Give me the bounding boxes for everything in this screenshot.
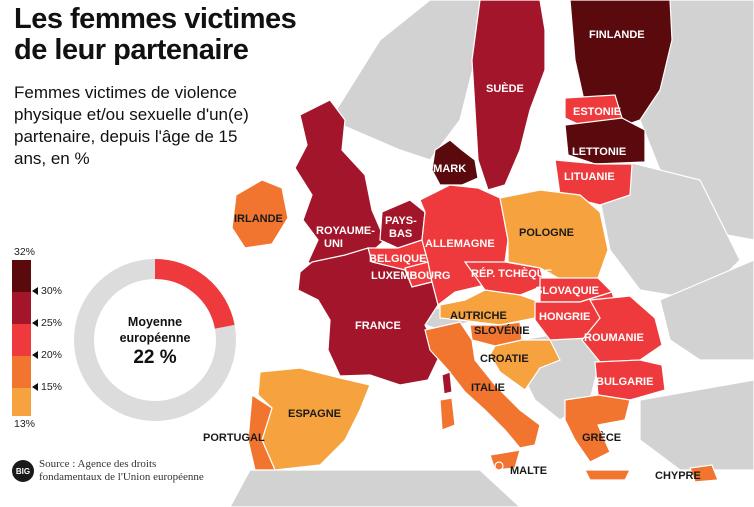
title-line-2: de leur partenaire	[14, 34, 249, 66]
label-grece: GRÈCE	[582, 431, 621, 444]
country-corse	[441, 371, 453, 395]
legend-class-13-15	[12, 388, 31, 416]
donut-fill-arc	[74, 259, 236, 421]
label-belgique: BELGIQUE	[369, 253, 426, 265]
country-croatie	[489, 339, 561, 391]
legend-class-20-25	[12, 324, 31, 356]
country-irlande	[231, 179, 289, 249]
label-roumanie: ROUMANIE	[584, 332, 644, 344]
legend-tick-30: 30%	[32, 285, 62, 297]
average-donut	[74, 259, 236, 421]
label-malte: MALTE	[510, 465, 547, 477]
country-italie	[424, 321, 541, 449]
country-lettonie	[564, 117, 646, 165]
label-pays-bas-1: PAYS-	[385, 215, 417, 227]
label-slovenie: SLOVÉNIE	[474, 324, 530, 337]
label-pays-bas-2: BAS	[389, 228, 412, 240]
country-roumanie	[581, 295, 663, 363]
source-line-2: fondamentaux de l'Union européenne	[39, 471, 204, 483]
country-danemark	[431, 139, 479, 186]
label-lituanie: LITUANIE	[564, 171, 615, 183]
legend-class-15-20	[12, 356, 31, 388]
title-line-1: Les femmes victimes	[14, 3, 297, 35]
legend-class-30-32	[12, 260, 31, 292]
legend-min-label: 13%	[14, 418, 36, 430]
label-pologne: POLOGNE	[519, 227, 574, 239]
average-value: 22 %	[133, 347, 177, 368]
label-bulgarie: BULGARIE	[596, 376, 653, 388]
country-labels: FINLANDE SUÈDE DANEMARK ESTONIE LETTONIE…	[203, 29, 701, 482]
country-grece	[564, 394, 631, 463]
label-france: FRANCE	[355, 320, 401, 332]
label-lettonie: LETTONIE	[572, 146, 626, 158]
legend-max-label: 32%	[14, 246, 36, 258]
label-royaume-uni-1: ROYAUME-	[316, 225, 375, 237]
source-note: BIG Source : Agence des droits fondament…	[12, 458, 272, 484]
label-espagne: ESPAGNE	[288, 408, 341, 420]
average-label-line-1: Moyenne	[127, 315, 183, 329]
country-malte	[494, 461, 504, 471]
label-allemagne: ALLEMAGNE	[425, 238, 495, 250]
country-crete	[584, 469, 631, 481]
label-luxembourg: LUXEMBOURG	[371, 270, 450, 282]
label-slovaquie: SLOVAQUIE	[535, 285, 599, 297]
country-sardaigne	[439, 397, 456, 431]
legend-tick-20: 20%	[32, 349, 62, 361]
publisher-logo-icon: BIG	[12, 460, 34, 482]
country-chypre	[689, 464, 719, 483]
country-france	[297, 247, 441, 386]
legend-tick-25: 25%	[32, 317, 62, 329]
label-hongrie: HONGRIE	[539, 311, 590, 323]
label-autriche: AUTRICHE	[450, 310, 507, 322]
source-line-1: Source : Agence des droits	[39, 458, 157, 470]
label-portugal: PORTUGAL	[203, 432, 265, 444]
label-finlande: FINLANDE	[589, 29, 645, 41]
country-suede	[471, 0, 546, 191]
label-chypre: CHYPRE	[655, 470, 701, 482]
legend-class-25-30	[12, 292, 31, 324]
average-label: Moyenne européenne	[95, 314, 215, 346]
color-legend: 32% 30% 25% 20% 15% 13%	[12, 246, 72, 430]
label-danemark: DANEMARK	[402, 163, 466, 175]
average-label-line-2: européenne	[119, 331, 191, 345]
label-estonie: ESTONIE	[573, 106, 621, 118]
page-title: Les femmes victimes de leur partenaire	[14, 3, 297, 66]
eu-countries	[231, 0, 719, 483]
label-croatie: CROATIE	[480, 353, 529, 365]
legend-tick-15: 15%	[32, 381, 62, 393]
country-portugal	[247, 393, 276, 471]
subtitle: Femmes victimes de violence physique et/…	[14, 83, 249, 168]
label-suede: SUÈDE	[486, 82, 524, 95]
label-italie: ITALIE	[471, 382, 505, 394]
label-rep-tcheque: RÉP. TCHÈQUE	[471, 267, 552, 280]
label-royaume-uni-2: UNI	[324, 238, 343, 250]
source-text: Source : Agence des droits fondamentaux …	[39, 458, 204, 484]
label-irlande: IRLANDE	[234, 213, 283, 225]
